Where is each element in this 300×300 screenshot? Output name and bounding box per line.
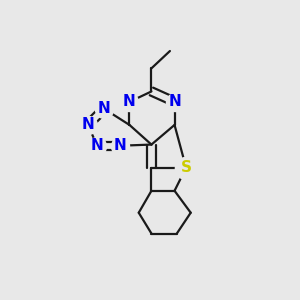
Text: S: S bbox=[181, 160, 192, 175]
Text: N: N bbox=[168, 94, 181, 109]
Text: N: N bbox=[98, 101, 110, 116]
Text: N: N bbox=[82, 117, 94, 132]
Text: N: N bbox=[91, 138, 103, 153]
Text: N: N bbox=[123, 94, 136, 109]
Text: N: N bbox=[114, 138, 127, 153]
